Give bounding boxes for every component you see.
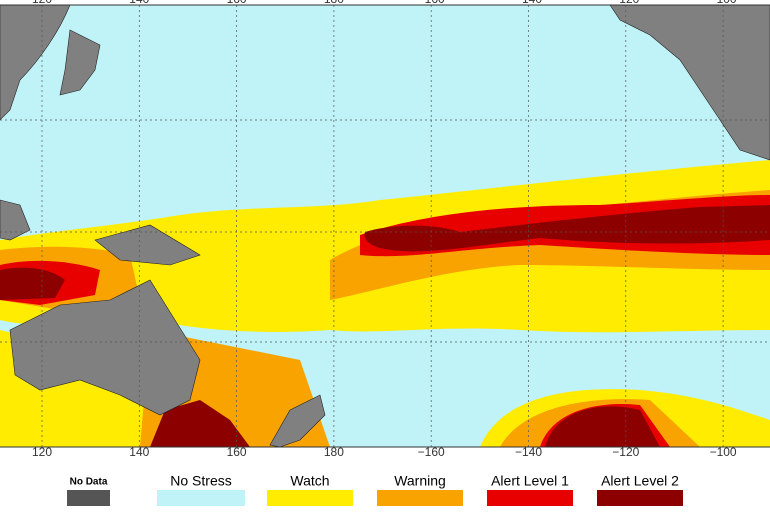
lon-label-top: 120 xyxy=(32,0,52,6)
legend-label: Alert Level 1 xyxy=(491,473,569,489)
legend-label: No Stress xyxy=(170,473,231,489)
map xyxy=(0,5,770,447)
land-north-america xyxy=(609,5,770,161)
legend-label: Watch xyxy=(290,473,329,489)
lon-label-bottom: −120 xyxy=(612,445,639,459)
lon-label-bottom: 140 xyxy=(129,445,149,459)
lon-label-top: −100 xyxy=(710,0,737,6)
land-asia xyxy=(0,5,71,121)
lon-label-top: −140 xyxy=(515,0,542,6)
land-japan xyxy=(59,29,101,96)
alert2-region xyxy=(0,267,65,300)
land-new-zealand xyxy=(269,394,326,447)
lon-label-top: 140 xyxy=(129,0,149,6)
lon-label-bottom: −140 xyxy=(515,445,542,459)
alert2-region xyxy=(364,205,770,252)
alert2-region xyxy=(150,400,250,447)
legend-label: No Data xyxy=(70,477,108,488)
land-new-guinea xyxy=(94,224,201,266)
legend-label: Alert Level 2 xyxy=(601,473,679,489)
legend-swatch xyxy=(487,490,573,506)
graticule xyxy=(41,5,724,447)
graticule xyxy=(0,119,770,343)
alert2-region xyxy=(545,406,660,447)
land-australia xyxy=(9,279,201,416)
legend-label: Warning xyxy=(394,473,446,489)
lon-label-bottom: 180 xyxy=(324,445,344,459)
lon-label-top: 160 xyxy=(227,0,247,6)
legend-swatch xyxy=(597,490,683,506)
legend-swatch xyxy=(67,490,110,506)
lon-label-bottom: −100 xyxy=(710,445,737,459)
land-borneo xyxy=(0,199,31,241)
legend-swatch xyxy=(267,490,353,506)
lon-label-bottom: 160 xyxy=(227,445,247,459)
lon-label-top: −160 xyxy=(418,0,445,6)
lon-label-top: 180 xyxy=(324,0,344,6)
lon-labels: 120 120 140 140 160 160 180 180 −160 −160 −140 −140… xyxy=(32,0,737,459)
legend-swatch xyxy=(157,490,245,506)
lon-label-top: −120 xyxy=(612,0,639,6)
legend: No Data No Stress Watch Warning Alert Level … xyxy=(67,473,683,506)
legend-swatch xyxy=(377,490,463,506)
lon-label-bottom: 120 xyxy=(32,445,52,459)
lon-label-bottom: −160 xyxy=(418,445,445,459)
